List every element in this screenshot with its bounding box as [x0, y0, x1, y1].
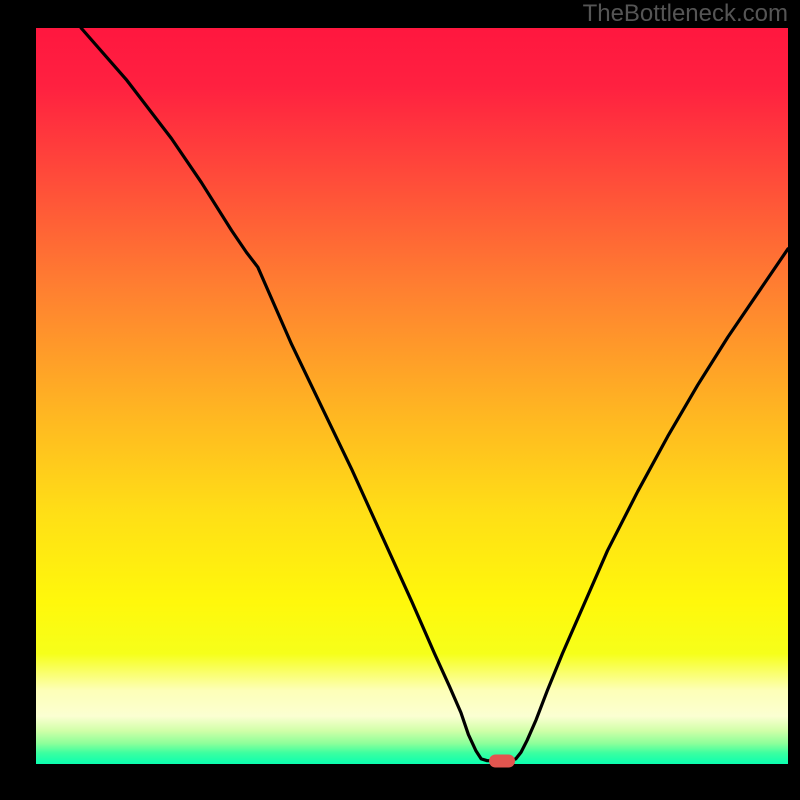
optimal-point-marker: [489, 754, 515, 767]
plot-area: [36, 28, 788, 764]
curve-path: [81, 28, 788, 761]
bottleneck-curve: [36, 28, 788, 764]
attribution-text: TheBottleneck.com: [583, 0, 788, 28]
